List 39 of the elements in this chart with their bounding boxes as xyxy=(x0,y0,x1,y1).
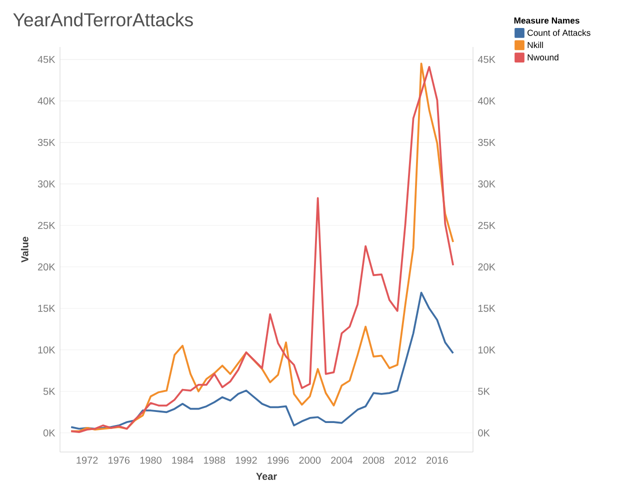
y-tick-label: 10K xyxy=(38,346,56,354)
x-tick-label: 1980 xyxy=(140,456,162,464)
y-tick-label: 20K xyxy=(38,263,56,270)
legend-label: Nwound xyxy=(528,54,558,60)
x-tick-label: 1992 xyxy=(236,456,257,464)
y2-tick-label: 15K xyxy=(478,304,496,312)
x-tick-label: 2004 xyxy=(331,456,353,464)
x-tick-label: 2000 xyxy=(299,456,321,464)
y-tick-label: 30K xyxy=(38,180,56,188)
x-tick-label: 2012 xyxy=(394,456,416,464)
y2-tick-label: 20K xyxy=(478,263,496,270)
x-tick-label: 1972 xyxy=(76,456,98,464)
x-tick-label: 1984 xyxy=(172,456,194,464)
y2-tick-label: 25K xyxy=(478,222,496,229)
legend-label: Nkill xyxy=(528,42,543,48)
x-tick-label: 1988 xyxy=(204,456,226,464)
y2-tick-label: 45K xyxy=(478,56,496,63)
y2-tick-label: 35K xyxy=(478,138,496,146)
chart-title: YearAndTerrorAttacks xyxy=(13,12,193,26)
y2-tick-label: 5K xyxy=(478,388,490,395)
legend-title: Measure Names xyxy=(514,18,580,24)
x-tick-label: 2008 xyxy=(362,456,384,464)
y-axis-title: Value xyxy=(21,236,28,262)
y-tick-label: 40K xyxy=(38,97,56,104)
y-tick-label: 15K xyxy=(38,304,56,312)
x-tick-label: 1996 xyxy=(268,456,289,464)
y-tick-label: 0K xyxy=(43,429,56,436)
y-tick-label: 35K xyxy=(38,138,56,146)
x-axis-title: Year xyxy=(256,472,277,480)
x-tick-label: 1976 xyxy=(108,456,130,464)
legend-label: Count of Attacks xyxy=(528,29,590,36)
y-tick-label: 45K xyxy=(38,56,56,63)
y2-tick-label: 30K xyxy=(478,180,496,188)
y2-tick-label: 0K xyxy=(478,429,490,436)
y2-tick-label: 10K xyxy=(478,346,496,354)
x-tick-label: 2016 xyxy=(426,456,448,464)
y2-tick-label: 40K xyxy=(478,97,496,104)
y-tick-label: 5K xyxy=(43,388,56,395)
y-tick-label: 25K xyxy=(38,222,56,229)
